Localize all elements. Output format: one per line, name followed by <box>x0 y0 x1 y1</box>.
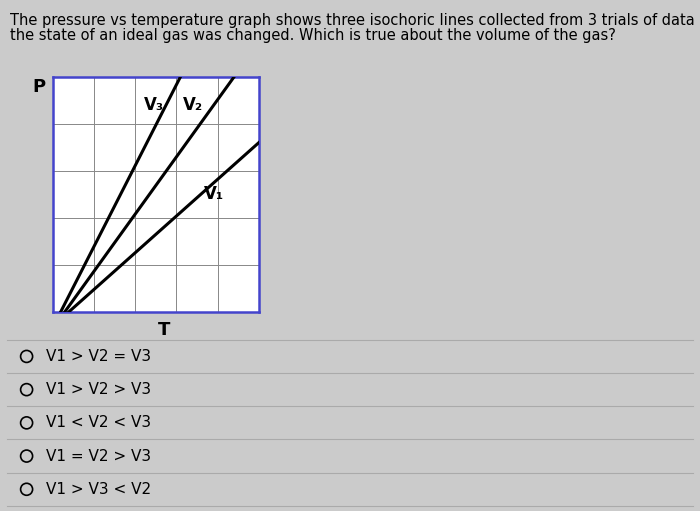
Text: V1 > V2 = V3: V1 > V2 = V3 <box>46 349 150 364</box>
Text: V₁: V₁ <box>204 185 223 203</box>
Text: T: T <box>158 320 171 339</box>
Text: P: P <box>32 78 45 96</box>
Text: V1 > V2 > V3: V1 > V2 > V3 <box>46 382 150 397</box>
Text: V₂: V₂ <box>183 96 203 114</box>
Text: the state of an ideal gas was changed. Which is true about the volume of the gas: the state of an ideal gas was changed. W… <box>10 28 617 43</box>
Text: The pressure vs temperature graph shows three isochoric lines collected from 3 t: The pressure vs temperature graph shows … <box>10 13 700 28</box>
Text: V1 = V2 > V3: V1 = V2 > V3 <box>46 449 150 463</box>
Text: V1 < V2 < V3: V1 < V2 < V3 <box>46 415 150 430</box>
Text: V1 > V3 < V2: V1 > V3 < V2 <box>46 482 150 497</box>
Text: V₃: V₃ <box>144 96 164 114</box>
